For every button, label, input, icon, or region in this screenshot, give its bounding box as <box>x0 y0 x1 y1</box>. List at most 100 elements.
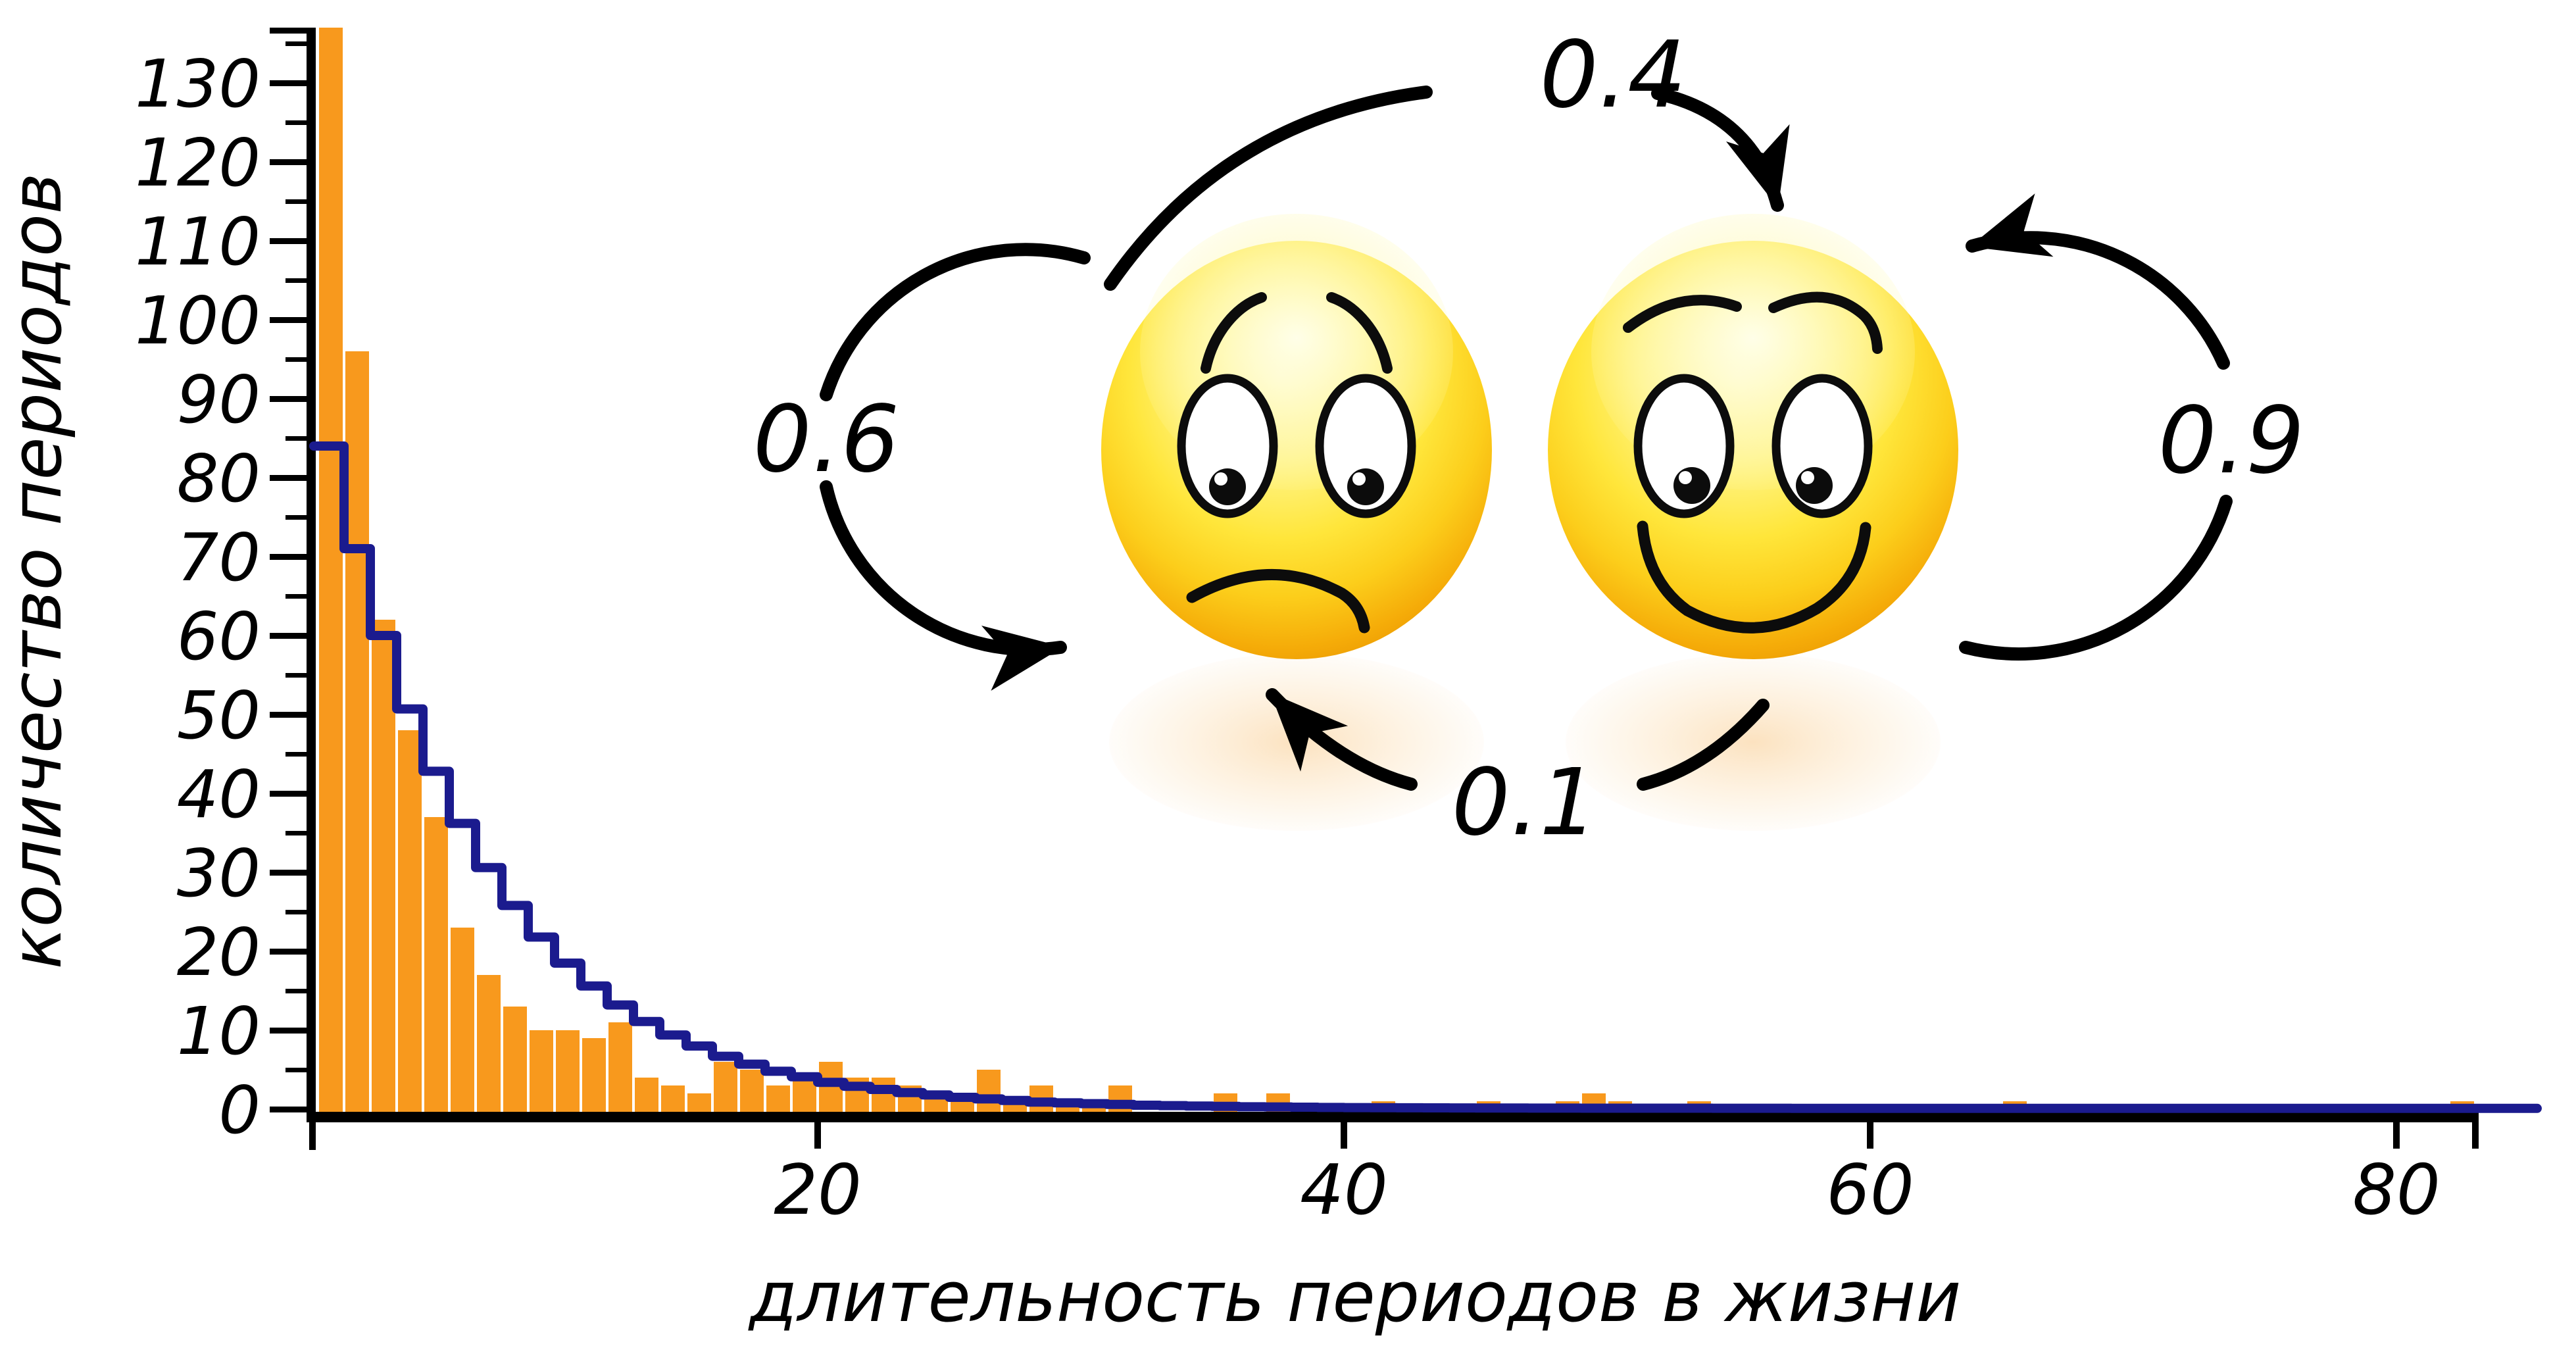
x-tick <box>814 1112 821 1149</box>
happy-face-icon <box>1548 214 1958 659</box>
x-tick <box>1867 1112 1873 1149</box>
y-major-tick <box>270 1028 307 1034</box>
sad-left-eye <box>1177 374 1278 518</box>
y-major-tick <box>270 159 307 165</box>
bar <box>477 975 501 1112</box>
sad-face-icon <box>1101 214 1492 659</box>
arrow-sad-self-loop-bottom <box>820 480 1067 691</box>
arrow-happy-self-loop-bottom <box>1959 495 2233 661</box>
y-tick-label: 50 <box>177 677 260 754</box>
prob-label-happy-self: 0.9 <box>2158 387 2305 495</box>
y-tick-label: 40 <box>177 756 260 833</box>
x-axis-origin-tick <box>309 1112 316 1150</box>
y-tick-label: 10 <box>177 993 260 1070</box>
x-axis-end-tick <box>2472 1112 2479 1149</box>
happy-left-eyebrow <box>1623 295 1742 333</box>
y-minor-tick <box>285 752 307 757</box>
y-minor-tick <box>285 673 307 678</box>
y-tick-label: 120 <box>135 124 260 201</box>
histogram-bars <box>319 28 2474 1112</box>
y-major-tick <box>270 80 307 86</box>
y-axis-end-tick <box>270 28 307 34</box>
y-minor-tick <box>285 515 307 520</box>
sad-face-reflection <box>1109 653 1484 831</box>
y-major-tick <box>270 475 307 481</box>
axis-ticks <box>270 28 2479 1150</box>
y-axis-line <box>307 28 316 1122</box>
arrow-sad-self-loop-top <box>820 243 1091 401</box>
bar <box>372 620 395 1112</box>
bar <box>582 1038 606 1112</box>
bar <box>793 1078 816 1112</box>
y-major-tick <box>270 1107 307 1112</box>
happy-right-eyebrow <box>1768 291 1883 354</box>
y-tick-label: 80 <box>177 440 260 517</box>
arrow-sad-to-happy-tail <box>1104 86 1433 291</box>
markov-diagram: 0.4 0.6 0.9 0.1 <box>753 22 2305 857</box>
arrow-happy-to-sad-head <box>1266 688 1418 791</box>
happy-mouth <box>1637 520 1871 634</box>
y-minor-tick <box>285 1068 307 1072</box>
bar <box>977 1070 1001 1112</box>
x-tick <box>1341 1112 1347 1149</box>
y-minor-tick <box>285 831 307 835</box>
bar <box>398 730 422 1112</box>
y-major-tick <box>270 554 307 560</box>
bar <box>319 28 343 1112</box>
prob-label-happy-to-sad: 0.1 <box>1452 749 1598 857</box>
y-minor-tick <box>285 436 307 441</box>
y-major-tick <box>270 633 307 639</box>
y-minor-tick <box>285 989 307 993</box>
bar <box>424 817 448 1112</box>
y-major-tick <box>270 396 307 402</box>
bar <box>714 1062 737 1112</box>
bar <box>451 928 474 1112</box>
y-major-tick <box>270 317 307 323</box>
y-major-tick <box>270 791 307 797</box>
y-tick-label: 0 <box>218 1072 260 1149</box>
x-tick <box>2393 1112 2400 1149</box>
transition-arrows <box>820 86 2233 791</box>
y-tick-label: 100 <box>135 282 260 359</box>
y-minor-tick <box>285 199 307 204</box>
arrow-sad-to-happy-head <box>1651 87 1790 212</box>
y-tick-label: 90 <box>177 361 260 438</box>
sad-mouth <box>1186 569 1370 634</box>
happy-face-reflection <box>1566 653 1941 831</box>
bar <box>556 1030 580 1112</box>
bar <box>503 1007 527 1112</box>
prob-label-sad-self: 0.6 <box>753 386 900 493</box>
bar <box>530 1030 553 1112</box>
arrow-happy-to-sad-tail <box>1637 699 1770 791</box>
y-minor-tick <box>285 120 307 125</box>
y-major-tick <box>270 949 307 955</box>
y-minor-tick <box>285 41 307 46</box>
y-major-tick <box>270 870 307 876</box>
x-tick-label: 20 <box>774 1150 862 1230</box>
x-tick-label: 40 <box>1300 1150 1388 1230</box>
bar <box>872 1078 895 1112</box>
bar <box>766 1085 790 1112</box>
arrow-happy-self-loop-top <box>1966 193 2230 370</box>
y-tick-label: 130 <box>135 45 260 122</box>
y-tick-label: 60 <box>177 598 260 675</box>
y-major-tick <box>270 238 307 244</box>
bar <box>345 351 369 1112</box>
bar <box>661 1085 685 1112</box>
y-tick-label: 30 <box>177 835 260 912</box>
y-major-tick <box>270 712 307 718</box>
y-minor-tick <box>285 594 307 599</box>
bar <box>608 1022 632 1112</box>
bar <box>819 1062 843 1112</box>
y-minor-tick <box>285 910 307 914</box>
x-axis-title: длительность периодов в жизни <box>748 1257 1961 1337</box>
bar <box>687 1093 711 1112</box>
sad-left-eyebrow <box>1201 292 1267 374</box>
bar <box>740 1070 764 1112</box>
x-axis-line <box>307 1112 2478 1122</box>
y-tick-label: 20 <box>177 914 260 991</box>
x-tick-label: 80 <box>2352 1150 2440 1230</box>
